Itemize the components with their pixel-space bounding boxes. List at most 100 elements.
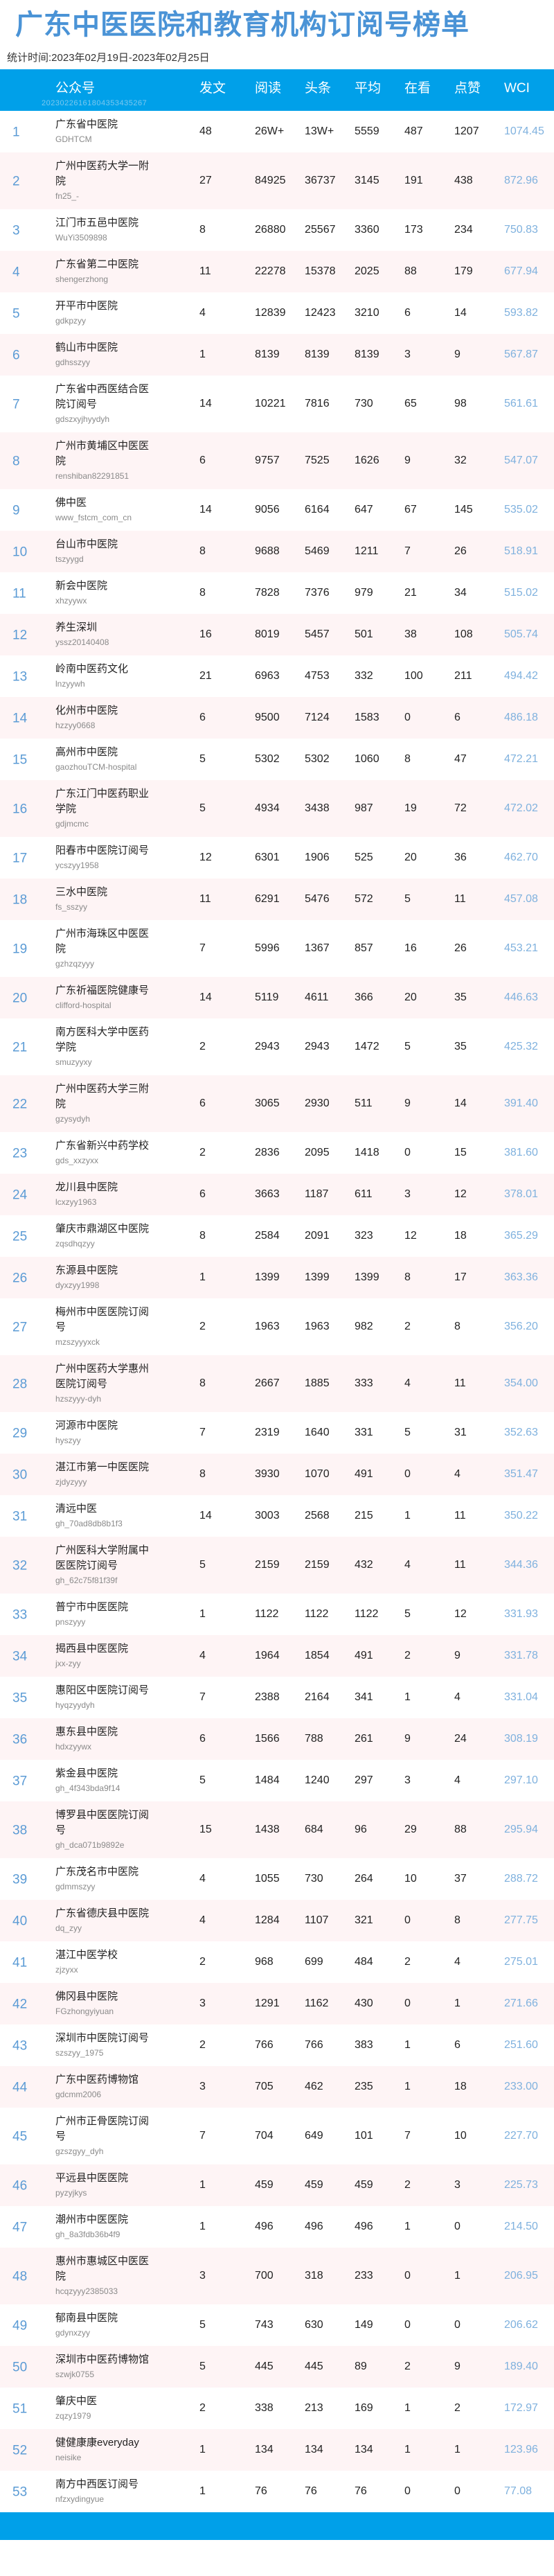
table-row[interactable]: 52 健健康康everyday neisike 1 134 134 134 1 1 123.… (0, 2429, 554, 2471)
table-row[interactable]: 41 湛江中医学校 zjzyxx 2 968 699 484 2 4 275.01 (0, 1941, 554, 1983)
account-name[interactable]: 阳春市中医院订阅号 (55, 845, 150, 856)
account-name[interactable]: 广东省中医院 (55, 118, 118, 130)
column-header-likes[interactable]: 点赞 (454, 81, 481, 96)
table-row[interactable]: 2 广州中医药大学一附院 fn25_- 27 84925 36737 3145 191 4… (0, 152, 554, 209)
account-name[interactable]: 清远中医 (55, 1503, 98, 1515)
table-row[interactable]: 15 高州市中医院 gaozhouTCM-hospital 5 5302 5302 1… (0, 739, 554, 780)
account-name[interactable]: 广州中医药大学三附院 (55, 1083, 150, 1110)
account-name[interactable]: 普宁市中医医院 (55, 1601, 129, 1613)
table-row[interactable]: 7 广东省中西医结合医院订阅号 gdszxyjhyydyh 14 10221 781… (0, 376, 554, 432)
account-name[interactable]: 岭南中医药文化 (55, 663, 129, 675)
table-row[interactable]: 33 普宁市中医医院 pnszyyy 1 1122 1122 1122 5 12 331.9… (0, 1594, 554, 1635)
column-header-wci[interactable]: WCI (504, 81, 530, 96)
account-name[interactable]: 惠东县中医院 (55, 1726, 118, 1738)
table-row[interactable]: 45 广州市正骨医院订阅号 gzszgyy_dyh 7 704 649 101 7 10 2… (0, 2108, 554, 2164)
table-row[interactable]: 16 广东江门中医药职业学院 gdjmcmc 5 4934 3438 987 19 72 4… (0, 780, 554, 837)
table-row[interactable]: 27 梅州市中医医院订阅号 mzszyyyxck 2 1963 1963 982 2 8 3… (0, 1298, 554, 1355)
table-row[interactable]: 26 东源县中医院 dyxzyy1998 1 1399 1399 1399 8 17 363… (0, 1257, 554, 1298)
account-name[interactable]: 健健康康everyday (55, 2437, 139, 2449)
account-name[interactable]: 南方中西医订阅号 (55, 2478, 139, 2490)
column-header-reads[interactable]: 阅读 (255, 81, 282, 96)
table-row[interactable]: 31 清远中医 gh_70ad8db8b1f3 14 3003 2568 215 1 11… (0, 1495, 554, 1537)
table-row[interactable]: 17 阳春市中医院订阅号 ycszyy1958 12 6301 1906 525 20 3… (0, 837, 554, 879)
table-row[interactable]: 38 博罗县中医医院订阅号 gh_dca071b9892e 15 1438 684 9… (0, 1801, 554, 1858)
table-row[interactable]: 12 养生深圳 yssz20140408 16 8019 5457 501 38 108 5… (0, 614, 554, 655)
table-row[interactable]: 53 南方中西医订阅号 nfzxydingyue 1 76 76 76 0 0 77.08 (0, 2471, 554, 2512)
account-name[interactable]: 广州市海珠区中医医院 (55, 928, 150, 955)
account-name[interactable]: 广州市正骨医院订阅号 (55, 2115, 150, 2142)
account-name[interactable]: 平远县中医医院 (55, 2172, 129, 2184)
column-header-posts[interactable]: 发文 (199, 81, 226, 96)
account-name[interactable]: 龙川县中医院 (55, 1181, 118, 1193)
account-name[interactable]: 三水中医院 (55, 886, 108, 898)
account-name[interactable]: 郁南县中医院 (55, 2312, 118, 2324)
table-row[interactable]: 30 湛江市第一中医医院 zjdyzyyy 8 3930 1070 491 0 4 351.… (0, 1454, 554, 1495)
account-name[interactable]: 新会中医院 (55, 580, 108, 592)
table-row[interactable]: 5 开平市中医院 gdkpzyy 4 12839 12423 3210 6 14 593.8… (0, 292, 554, 334)
table-row[interactable]: 25 肇庆市鼎湖区中医院 zqsdhqzyy 8 2584 2091 323 12 18 3… (0, 1215, 554, 1257)
account-name[interactable]: 紫金县中医院 (55, 1767, 118, 1779)
table-row[interactable]: 43 深圳市中医院订阅号 szszyy_1975 2 766 766 383 1 6 251… (0, 2024, 554, 2066)
table-row[interactable]: 23 广东省新兴中药学校 gds_xxzyxx 2 2836 2095 1418 0 15… (0, 1132, 554, 1174)
account-name[interactable]: 广州医科大学附属中医医院订阅号 (55, 1544, 150, 1571)
account-name[interactable]: 广东省中西医结合医院订阅号 (55, 383, 150, 410)
account-name[interactable]: 揭西县中医医院 (55, 1643, 129, 1655)
table-row[interactable]: 44 广东中医药博物馆 gdcmm2006 3 705 462 235 1 18 233.0… (0, 2066, 554, 2108)
account-name[interactable]: 化州市中医院 (55, 705, 118, 716)
table-row[interactable]: 8 广州市黄埔区中医医院 renshiban82291851 6 9757 7525… (0, 432, 554, 489)
account-name[interactable]: 广东中医药博物馆 (55, 2074, 139, 2085)
account-name[interactable]: 台山市中医院 (55, 538, 118, 550)
table-row[interactable]: 39 广东茂名市中医院 gdmmszyy 4 1055 730 264 10 37 288.… (0, 1858, 554, 1900)
table-row[interactable]: 11 新会中医院 xhzyywx 8 7828 7376 979 21 34 515.02 (0, 572, 554, 614)
account-name[interactable]: 广东江门中医药职业学院 (55, 788, 150, 815)
table-row[interactable]: 24 龙川县中医院 lcxzyy1963 6 3663 1187 611 3 12 378.… (0, 1174, 554, 1215)
account-name[interactable]: 潮州市中医医院 (55, 2214, 129, 2225)
column-header-average[interactable]: 平均 (355, 81, 382, 96)
account-name[interactable]: 开平市中医院 (55, 300, 118, 312)
table-row[interactable]: 29 河源市中医院 hyszyy 7 2319 1640 331 5 31 352.63 (0, 1412, 554, 1454)
account-name[interactable]: 广州市黄埔区中医医院 (55, 440, 150, 467)
table-row[interactable]: 37 紫金县中医院 gh_4f343bda9f14 5 1484 1240 297 3 4… (0, 1760, 554, 1801)
account-name[interactable]: 鹤山市中医院 (55, 342, 118, 353)
account-name[interactable]: 佛中医 (55, 497, 87, 509)
account-name[interactable]: 惠阳区中医院订阅号 (55, 1684, 150, 1696)
account-name[interactable]: 东源县中医院 (55, 1264, 118, 1276)
account-name[interactable]: 梅州市中医医院订阅号 (55, 1306, 150, 1333)
table-row[interactable]: 42 佛冈县中医院 FGzhongyiyuan 3 1291 1162 430 0 1 27… (0, 1983, 554, 2024)
account-name[interactable]: 肇庆市鼎湖区中医院 (55, 1223, 150, 1235)
table-row[interactable]: 13 岭南中医药文化 lnzyywh 21 6963 4753 332 100 211 49… (0, 655, 554, 697)
account-name[interactable]: 江门市五邑中医院 (55, 217, 139, 229)
table-row[interactable]: 10 台山市中医院 tszyygd 8 9688 5469 1211 7 26 518.91 (0, 531, 554, 572)
account-name[interactable]: 博罗县中医医院订阅号 (55, 1809, 150, 1836)
table-row[interactable]: 21 南方医科大学中医药学院 smuzyyxy 2 2943 2943 1472 5 35… (0, 1018, 554, 1075)
table-row[interactable]: 35 惠阳区中医院订阅号 hyqzyydyh 7 2388 2164 341 1 4 331… (0, 1677, 554, 1718)
account-name[interactable]: 广东省德庆县中医院 (55, 1907, 150, 1919)
account-name[interactable]: 河源市中医院 (55, 1420, 118, 1431)
account-name[interactable]: 广州中医药大学一附院 (55, 160, 150, 187)
table-row[interactable]: 32 广州医科大学附属中医医院订阅号 gh_62c75f81f39f 5 2159… (0, 1537, 554, 1594)
account-name[interactable]: 广东祈福医院健康号 (55, 985, 150, 996)
table-row[interactable]: 22 广州中医药大学三附院 gzysydyh 6 3065 2930 511 9 14 39… (0, 1075, 554, 1132)
account-name[interactable]: 湛江中医学校 (55, 1949, 118, 1961)
account-name[interactable]: 广东茂名市中医院 (55, 1866, 139, 1878)
account-name[interactable]: 肇庆中医 (55, 2395, 98, 2407)
table-row[interactable]: 50 深圳市中医药博物馆 szwjk0755 5 445 445 89 2 9 189.40 (0, 2346, 554, 2388)
account-name[interactable]: 广东省第二中医院 (55, 258, 139, 270)
table-row[interactable]: 19 广州市海珠区中医医院 gzhzqzyyy 7 5996 1367 857 16 26… (0, 920, 554, 977)
account-name[interactable]: 佛冈县中医院 (55, 1991, 118, 2002)
table-row[interactable]: 3 江门市五邑中医院 WuYi3509898 8 26880 25567 3360 17… (0, 209, 554, 251)
table-row[interactable]: 36 惠东县中医院 hdxzyywx 6 1566 788 261 9 24 308.19 (0, 1718, 554, 1760)
table-row[interactable]: 40 广东省德庆县中医院 dq_zyy 4 1284 1107 321 0 8 277.75 (0, 1900, 554, 1941)
account-name[interactable]: 湛江市第一中医医院 (55, 1461, 150, 1473)
account-name[interactable]: 南方医科大学中医药学院 (55, 1026, 150, 1053)
table-row[interactable]: 6 鹤山市中医院 gdhsszyy 1 8139 8139 8139 3 9 567.87 (0, 334, 554, 376)
table-row[interactable]: 1 广东省中医院 GDHTCM 48 26W+ 13W+ 5559 487 1207 107… (0, 111, 554, 152)
account-name[interactable]: 惠州市惠城区中医医院 (55, 2255, 150, 2282)
table-row[interactable]: 9 佛中医 www_fstcm_com_cn 14 9056 6164 647 67 14… (0, 489, 554, 531)
table-row[interactable]: 49 郁南县中医院 gdynxzyy 5 743 630 149 0 0 206.62 (0, 2304, 554, 2346)
table-row[interactable]: 20 广东祈福医院健康号 clifford-hospital 14 5119 461… (0, 977, 554, 1018)
table-row[interactable]: 51 肇庆中医 zqzy1979 2 338 213 169 1 2 172.97 (0, 2388, 554, 2429)
account-name[interactable]: 深圳市中医院订阅号 (55, 2032, 150, 2044)
account-name[interactable]: 深圳市中医药博物馆 (55, 2354, 150, 2365)
table-row[interactable]: 18 三水中医院 fs_sszyy 11 6291 5476 572 5 11 457.08 (0, 879, 554, 920)
